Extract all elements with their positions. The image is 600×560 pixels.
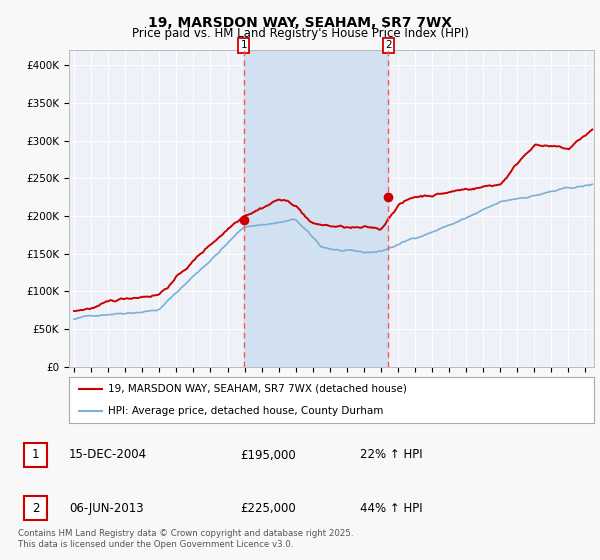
Text: HPI: Average price, detached house, County Durham: HPI: Average price, detached house, Coun… — [109, 406, 384, 416]
Text: Price paid vs. HM Land Registry's House Price Index (HPI): Price paid vs. HM Land Registry's House … — [131, 27, 469, 40]
Text: 15-DEC-2004: 15-DEC-2004 — [69, 449, 147, 461]
Text: Contains HM Land Registry data © Crown copyright and database right 2025.
This d: Contains HM Land Registry data © Crown c… — [18, 529, 353, 549]
Text: £225,000: £225,000 — [240, 502, 296, 515]
Text: 2: 2 — [32, 502, 39, 515]
Text: 2: 2 — [385, 40, 392, 50]
Text: 22% ↑ HPI: 22% ↑ HPI — [360, 449, 422, 461]
Text: £195,000: £195,000 — [240, 449, 296, 461]
Text: 1: 1 — [32, 449, 39, 461]
Text: 06-JUN-2013: 06-JUN-2013 — [69, 502, 143, 515]
Text: 19, MARSDON WAY, SEAHAM, SR7 7WX (detached house): 19, MARSDON WAY, SEAHAM, SR7 7WX (detach… — [109, 384, 407, 394]
Text: 44% ↑ HPI: 44% ↑ HPI — [360, 502, 422, 515]
Text: 19, MARSDON WAY, SEAHAM, SR7 7WX: 19, MARSDON WAY, SEAHAM, SR7 7WX — [148, 16, 452, 30]
Text: 1: 1 — [241, 40, 247, 50]
Bar — [244, 50, 388, 367]
